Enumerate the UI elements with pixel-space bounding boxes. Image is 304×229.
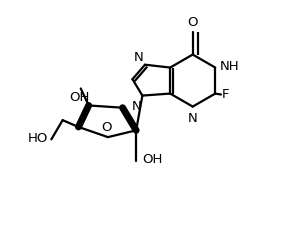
Text: N: N bbox=[188, 112, 198, 125]
Text: N: N bbox=[133, 51, 143, 64]
Text: N: N bbox=[132, 100, 141, 113]
Text: O: O bbox=[102, 121, 112, 134]
Text: OH: OH bbox=[69, 91, 90, 104]
Text: F: F bbox=[222, 88, 229, 101]
Text: O: O bbox=[188, 16, 198, 29]
Text: OH: OH bbox=[142, 153, 162, 166]
Text: HO: HO bbox=[28, 132, 48, 145]
Text: NH: NH bbox=[220, 60, 240, 73]
